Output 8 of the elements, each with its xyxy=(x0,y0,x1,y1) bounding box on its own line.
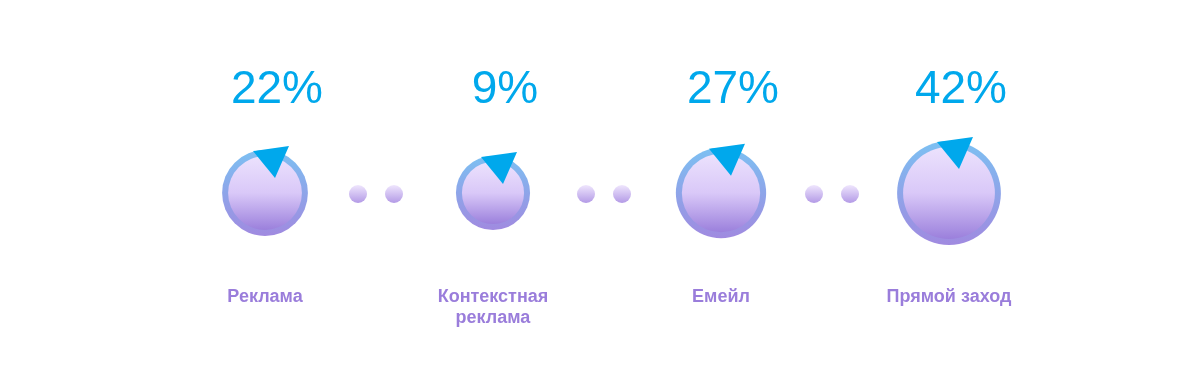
data-label: 22% xyxy=(230,61,324,113)
category-label: Прямой заход xyxy=(886,286,1012,306)
category-label: Контекстная реклама xyxy=(437,286,549,327)
data-label: 9% xyxy=(471,61,539,113)
data-label: 27% xyxy=(686,61,780,113)
data-label: 42% xyxy=(914,61,1008,113)
category-label: Реклама xyxy=(227,286,304,306)
category-label: Емейл xyxy=(692,286,750,306)
